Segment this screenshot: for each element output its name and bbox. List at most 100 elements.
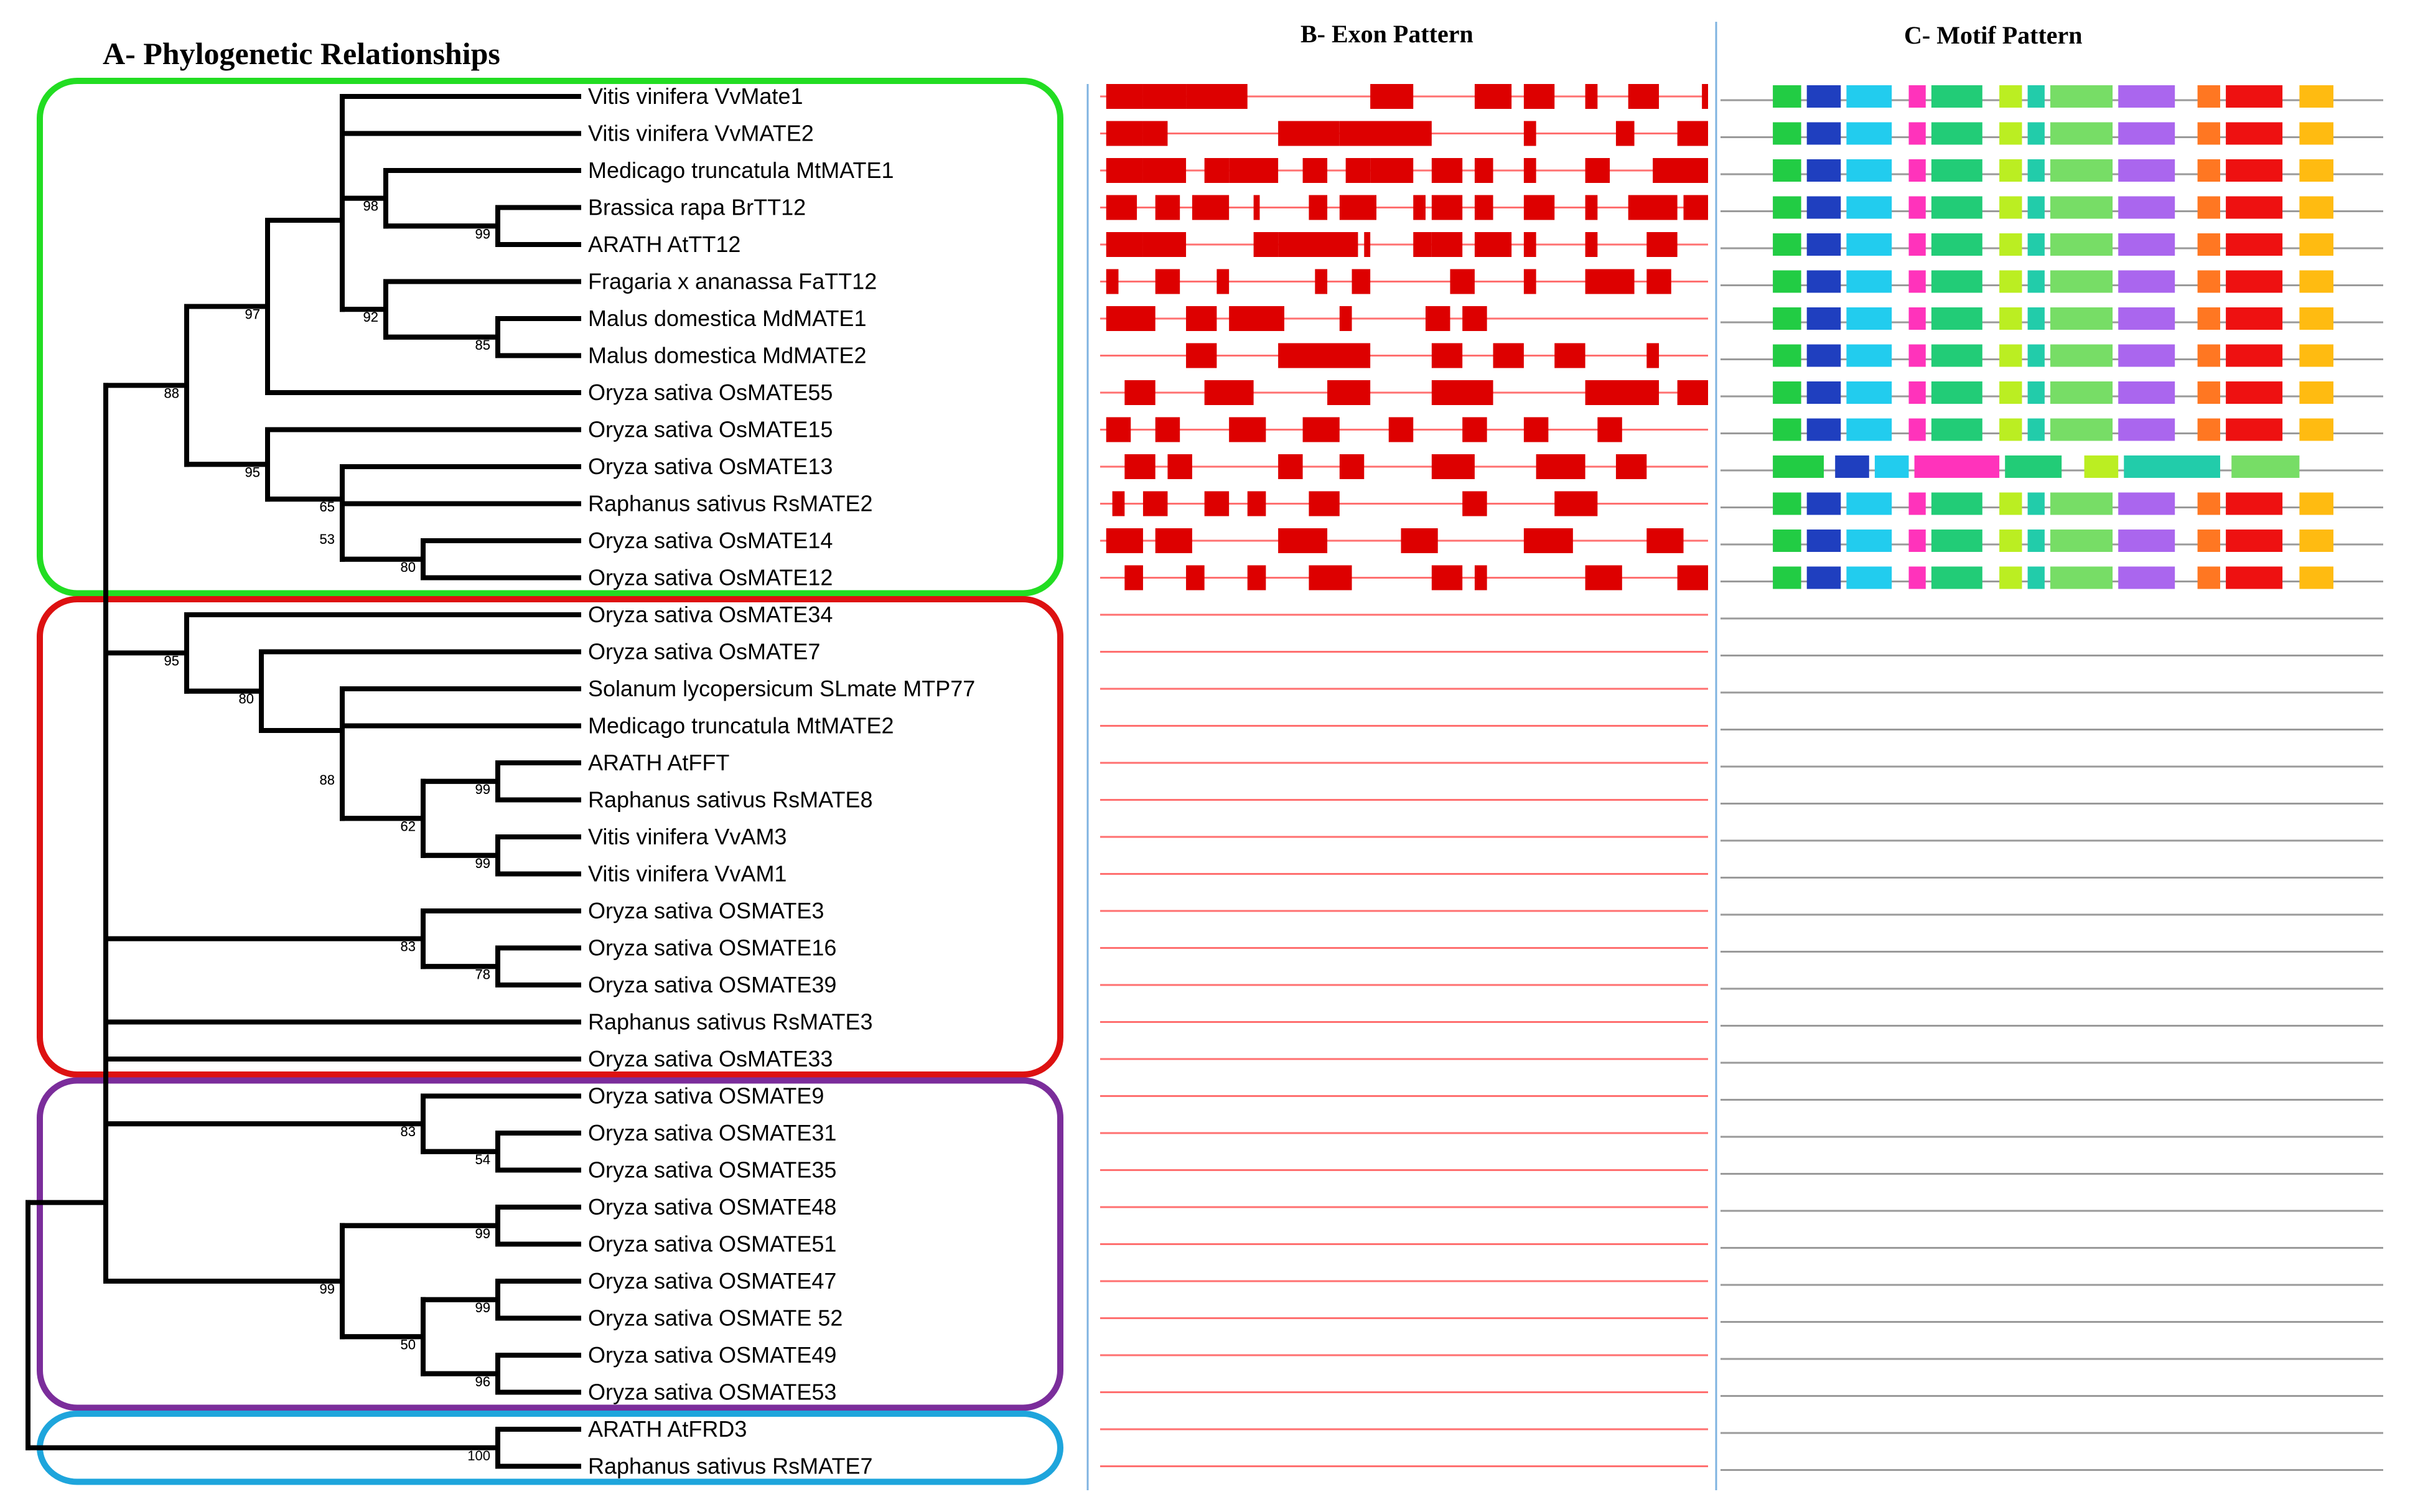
taxon-label: Oryza sativa OsMATE33 <box>588 1046 833 1071</box>
motif-block <box>1931 492 1982 515</box>
exon-block <box>1413 232 1432 257</box>
motif-block <box>1806 270 1841 293</box>
exon-block <box>1646 528 1684 553</box>
motif-block <box>1931 418 1982 441</box>
exon-block <box>1474 565 1487 590</box>
exon-block <box>1683 195 1708 220</box>
motif-block <box>1806 530 1841 552</box>
exon-block <box>1523 269 1536 294</box>
motif-block <box>1999 492 2022 515</box>
motif-block <box>1846 530 1892 552</box>
motif-block <box>2299 381 2333 404</box>
exon-block <box>1186 343 1217 368</box>
motif-block <box>2027 270 2045 293</box>
taxon-label: Oryza sativa OSMATE35 <box>588 1157 836 1183</box>
bootstrap-value: 95 <box>245 464 260 480</box>
exon-block <box>1554 491 1598 516</box>
exon-block <box>1370 84 1414 109</box>
motif-block <box>1999 159 2022 182</box>
motif-block <box>1806 85 1841 108</box>
taxon-label: Raphanus sativus RsMATE2 <box>588 491 873 516</box>
motif-block <box>2197 344 2220 367</box>
exon-block <box>1628 195 1678 220</box>
taxon-label: Oryza sativa OsMATE7 <box>588 639 820 665</box>
taxon-label: Oryza sativa OSMATE51 <box>588 1231 836 1257</box>
exon-block <box>1339 454 1365 479</box>
motif-block <box>1931 196 1982 219</box>
bootstrap-value: 97 <box>245 306 260 322</box>
motif-block <box>1773 122 1801 145</box>
bootstrap-value: 65 <box>320 499 335 515</box>
bootstrap-value: 80 <box>239 691 254 707</box>
motif-block <box>2226 381 2283 404</box>
taxon-label: Raphanus sativus RsMATE3 <box>588 1009 873 1035</box>
exon-block <box>1229 417 1266 442</box>
motif-block <box>1999 566 2022 589</box>
exon-block <box>1493 343 1524 368</box>
motif-block <box>2027 307 2045 330</box>
exon-block <box>1474 84 1512 109</box>
exon-block <box>1450 269 1475 294</box>
motif-block <box>2197 270 2220 293</box>
motif-block <box>1806 122 1841 145</box>
exon-block <box>1536 454 1585 479</box>
motif-block <box>2027 344 2045 367</box>
motif-block <box>2226 159 2283 182</box>
motif-block <box>1846 233 1892 256</box>
motif-block <box>2197 122 2220 145</box>
exon-block <box>1155 528 1192 553</box>
motif-block <box>2050 530 2113 552</box>
exon-block <box>1186 306 1217 331</box>
taxon-label: Oryza sativa OsMATE55 <box>588 380 833 405</box>
exon-block <box>1352 269 1371 294</box>
bootstrap-value: 99 <box>475 782 490 797</box>
exon-block <box>1388 417 1414 442</box>
exon-block <box>1523 232 1536 257</box>
motif-block <box>1931 85 1982 108</box>
exon-panel <box>1100 84 1708 1467</box>
exon-block <box>1585 380 1660 405</box>
motif-block <box>1773 418 1801 441</box>
taxon-label: Oryza sativa OSMATE53 <box>588 1379 836 1405</box>
motif-block <box>2226 530 2283 552</box>
taxon-label: Oryza sativa OsMATE12 <box>588 565 833 590</box>
bootstrap-value: 97 <box>245 306 260 322</box>
exon-block <box>1309 491 1340 516</box>
exon-block <box>1462 306 1487 331</box>
bootstrap-value: 100 <box>467 1448 490 1463</box>
motif-block <box>1773 196 1801 219</box>
motif-block <box>1999 122 2022 145</box>
motif-block <box>2118 530 2175 552</box>
exon-block <box>1339 306 1352 331</box>
motif-block <box>2118 233 2175 256</box>
motif-block <box>2299 159 2333 182</box>
bootstrap-value: 92 <box>363 309 378 325</box>
title-exon-pattern: B- Exon Pattern <box>1300 20 1473 48</box>
motif-block <box>2050 233 2113 256</box>
motif-block <box>1773 344 1801 367</box>
exon-block <box>1167 454 1192 479</box>
motif-block <box>1999 418 2022 441</box>
exon-block <box>1431 565 1463 590</box>
bootstrap-value: 83 <box>401 1124 416 1139</box>
exon-block <box>1278 232 1358 257</box>
motif-block <box>1773 530 1801 552</box>
motif-block <box>1806 196 1841 219</box>
taxon-label: Oryza sativa OSMATE48 <box>588 1194 836 1220</box>
bootstrap-value: 85 <box>475 337 490 353</box>
motif-block <box>2197 307 2220 330</box>
taxon-label: Fragaria x ananassa FaTT12 <box>588 269 877 294</box>
taxon-label: Oryza sativa OsMATE14 <box>588 528 833 553</box>
motif-block <box>2118 85 2175 108</box>
motif-block <box>2226 122 2283 145</box>
motif-block <box>1908 307 1926 330</box>
exon-block <box>1106 417 1131 442</box>
bootstrap-value: 50 <box>401 1337 416 1352</box>
bootstrap-value: 83 <box>401 939 416 954</box>
clade-box-3 <box>37 1077 1063 1411</box>
taxon-label: Malus domestica MdMATE1 <box>588 306 866 331</box>
motif-block <box>2197 566 2220 589</box>
motif-block <box>1931 122 1982 145</box>
exon-block <box>1401 528 1438 553</box>
bootstrap-value: 62 <box>401 818 416 834</box>
